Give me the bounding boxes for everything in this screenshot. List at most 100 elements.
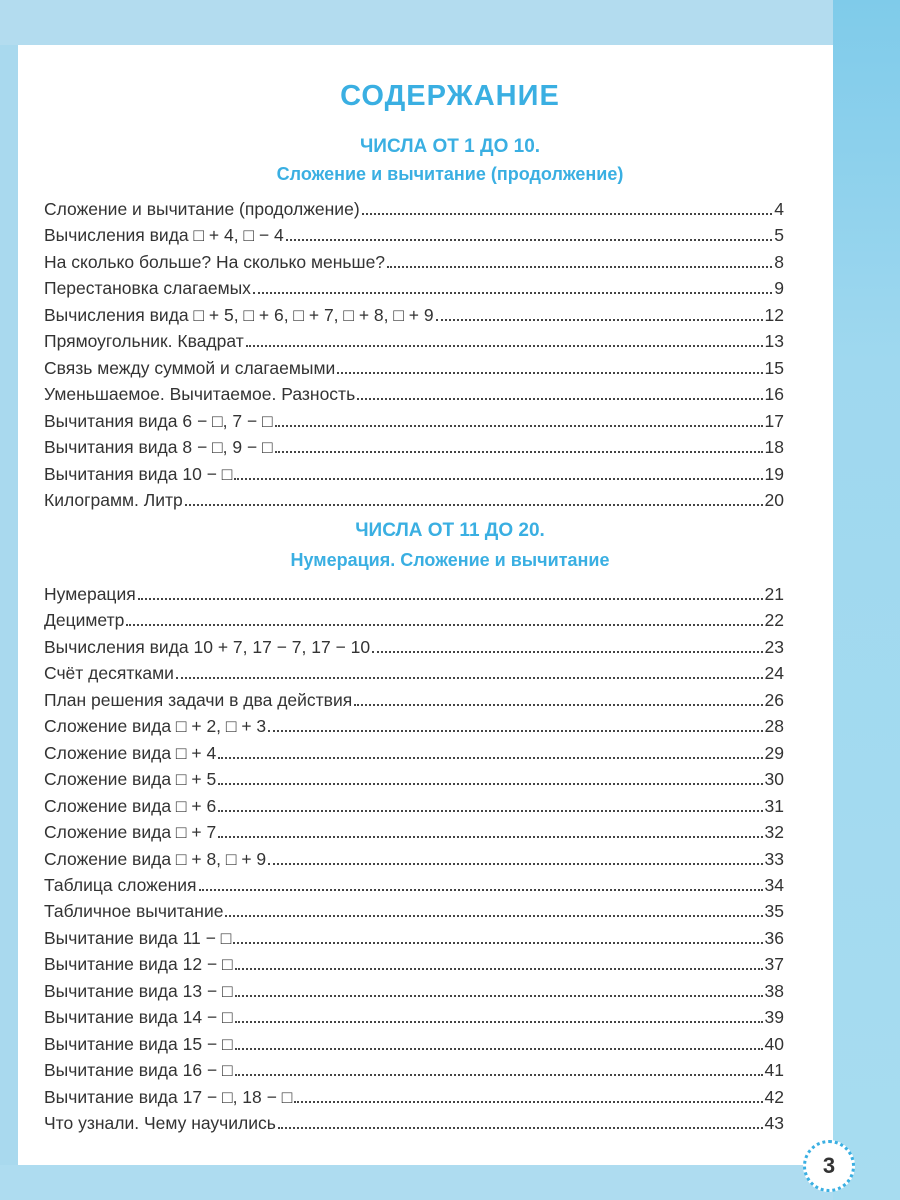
toc-entry: Вычитание вида 17 − □, 18 − □ 42	[44, 1084, 784, 1108]
toc-entry-page: 24	[764, 663, 784, 684]
toc-entry-page: 35	[764, 901, 784, 922]
dot-leader	[361, 213, 773, 215]
toc-entry-title: Вычитания вида 6 − □, 7 − □	[44, 410, 273, 431]
toc-entry: Сложение вида □ + 6 31	[44, 793, 784, 817]
toc-entry: Вычитания вида 10 − □ 19	[44, 461, 784, 485]
toc-entry-page: 31	[764, 795, 784, 816]
toc-entry: Уменьшаемое. Вычитаемое. Разность 16	[44, 381, 784, 405]
toc-entry-title: Табличное вычитание	[44, 901, 224, 922]
toc-entry-title: Вычитание вида 15 − □	[44, 1033, 233, 1054]
section-heading: ЧИСЛА ОТ 11 ДО 20.	[355, 520, 545, 541]
dot-leader	[234, 1074, 763, 1077]
toc-entry-title: Вычитание вида 12 − □	[44, 954, 233, 975]
dot-leader	[233, 941, 763, 944]
dot-leader	[387, 265, 773, 268]
dot-leader	[337, 371, 763, 374]
toc-entry: Сложение и вычитание (продолжение) 4	[44, 196, 784, 220]
toc-entry-page: 33	[764, 848, 784, 869]
toc-entry: Прямоугольник. Квадрат 13	[44, 328, 784, 352]
toc-entry-page: 43	[764, 1113, 784, 1133]
toc-entry-title: Вычитание вида 16 − □	[44, 1060, 233, 1081]
toc-entry: Вычитания вида 8 − □, 9 − □ 18	[44, 434, 784, 458]
dot-leader	[225, 915, 763, 918]
dot-leader	[285, 239, 773, 242]
toc-entry-page: 29	[764, 742, 784, 763]
toc-entry-title: Сложение и вычитание (продолжение)	[44, 199, 360, 219]
toc-entry-page: 23	[764, 636, 784, 657]
dot-leader	[137, 598, 763, 600]
toc-entry-page: 40	[764, 1033, 784, 1054]
dot-leader	[218, 783, 763, 786]
toc-entry: Табличное вычитание 35	[44, 898, 784, 922]
toc-entry-title: Килограмм. Литр	[44, 489, 183, 510]
toc-entry-title: Вычитания вида 8 − □, 9 − □	[44, 437, 273, 458]
dot-leader	[218, 836, 763, 839]
dot-leader	[252, 292, 773, 295]
dot-leader	[357, 398, 763, 401]
dot-leader	[268, 862, 763, 865]
toc-entry-page: 19	[764, 463, 784, 484]
dot-leader	[277, 1127, 763, 1129]
dot-leader	[372, 650, 763, 653]
top-decorative-band	[0, 0, 900, 45]
toc-entry-page: 4	[774, 199, 784, 219]
toc-entry-title: Вычисления вида □ + 4, □ − 4	[44, 225, 284, 246]
dot-leader	[218, 809, 763, 812]
toc-entry: Вычитание вида 14 − □ 39	[44, 1004, 784, 1028]
section-subheading: Сложение и вычитание (продолжение)	[276, 164, 624, 184]
toc-entry-page: 13	[764, 331, 784, 352]
toc-entry-title: Сложение вида □ + 7	[44, 822, 217, 843]
dot-leader	[234, 477, 763, 480]
toc-entry: Вычитание вида 13 − □ 38	[44, 978, 784, 1002]
toc-entry-page: 21	[764, 584, 784, 604]
dot-leader	[198, 888, 763, 891]
toc-entry-title: Вычитание вида 17 − □, 18 − □	[44, 1086, 293, 1107]
section-heading: ЧИСЛА ОТ 1 ДО 10.	[359, 136, 541, 157]
toc-entry-page: 36	[764, 927, 784, 948]
dot-leader	[268, 730, 763, 733]
toc-entry-title: Сложение вида □ + 4	[44, 742, 217, 763]
toc-entry-page: 17	[764, 410, 784, 431]
toc-entry-title: Уменьшаемое. Вычитаемое. Разность	[44, 384, 356, 405]
toc-entry: Вычисления вида □ + 4, □ − 4 5	[44, 222, 784, 246]
toc-entry-title: Вычисления вида □ + 5, □ + 6, □ + 7, □ +…	[44, 304, 434, 325]
toc-entry-title: План решения задачи в два действия	[44, 689, 353, 710]
toc-entry-title: Вычитания вида 10 − □	[44, 463, 233, 484]
toc-entry-page: 39	[764, 1007, 784, 1028]
toc-entry: План решения задачи в два действия 26	[44, 687, 784, 711]
toc-entry-page: 41	[764, 1060, 784, 1081]
dot-leader	[354, 703, 763, 706]
toc-entry: Вычитание вида 11 − □ 36	[44, 925, 784, 949]
toc-entry-title: На сколько больше? На сколько меньше?	[44, 251, 386, 272]
page-content-area	[18, 45, 833, 1165]
toc-entry: Вычитание вида 15 − □ 40	[44, 1031, 784, 1055]
toc-entry-page: 15	[764, 357, 784, 378]
dot-leader	[274, 451, 763, 454]
toc-entry-title: Сложение вида □ + 5	[44, 769, 217, 790]
section-subheading: Нумерация. Сложение и вычитание	[290, 550, 610, 570]
toc-entry: Вычитание вида 12 − □ 37	[44, 951, 784, 975]
toc-entry-page: 32	[764, 822, 784, 843]
toc-entry: Вычитание вида 16 − □ 41	[44, 1057, 784, 1081]
dot-leader	[234, 968, 763, 971]
toc-entry-title: Сложение вида □ + 6	[44, 795, 217, 816]
toc-entry: Сложение вида □ + 2, □ + 3 28	[44, 713, 784, 737]
dot-leader	[294, 1100, 763, 1103]
dot-leader	[435, 318, 763, 321]
toc-entry-title: Связь между суммой и слагаемыми	[44, 357, 336, 378]
toc-entry: Связь между суммой и слагаемыми 15	[44, 355, 784, 379]
page-number: 3	[803, 1140, 855, 1192]
toc-entry-title: Сложение вида □ + 8, □ + 9	[44, 848, 267, 869]
toc-entry-page: 37	[764, 954, 784, 975]
toc-entry-page: 5	[774, 225, 784, 246]
toc-entry-page: 28	[764, 716, 784, 737]
toc-entry: Вычитания вида 6 − □, 7 − □ 17	[44, 408, 784, 432]
toc-entry-page: 42	[764, 1086, 784, 1107]
toc-entry-title: Вычитание вида 13 − □	[44, 980, 233, 1001]
toc-entry: Перестановка слагаемых 9	[44, 275, 784, 299]
toc-entry-page: 12	[764, 304, 784, 325]
page-title: СОДЕРЖАНИЕ	[340, 80, 560, 112]
toc-entry: Килограмм. Литр 20	[44, 487, 784, 511]
toc-entry-title: Вычитание вида 14 − □	[44, 1007, 233, 1028]
toc-entry-page: 22	[764, 610, 784, 631]
